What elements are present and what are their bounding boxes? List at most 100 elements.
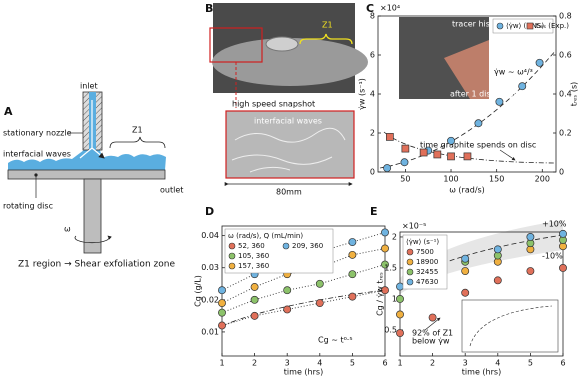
data-point [396,310,404,319]
data-point [493,276,502,285]
data-point [315,299,324,307]
x-tick-label: 1 [219,359,224,368]
series-line [221,289,386,326]
x-axis-label: time (hrs) [462,368,501,376]
y-tick-label: 0.5 [384,325,397,334]
legend-label: 105, 360 [238,252,269,260]
y-tick-label: 2 [392,232,397,241]
y2-tick-label: 0 [559,168,564,177]
data-point [461,254,470,263]
data-point [218,299,226,307]
data-point [559,229,567,238]
y-tick-label: 6 [370,51,375,60]
legend-label: ⟨γ̇w⟩ (DNS) [506,22,544,30]
panel-b: B Z1 high speed snapshot interfacial wav… [205,2,368,197]
legend-label: 32455 [416,268,438,276]
annotation: after 1 disc rotation [450,90,529,99]
z1-brace [299,33,353,45]
chart: E ×10⁻⁵ 1 2 3 4 5 6 0.5 1 1.5 2 time (hrs) Cg / γ̇w t… [370,205,567,376]
z1-label: Z1 [322,21,333,30]
panel-label: B [205,2,213,15]
tracer-sector [444,40,489,99]
data-point [250,283,259,291]
series-line [221,231,386,291]
data-point [386,133,394,141]
shaft [83,178,102,254]
data-point [218,286,226,295]
waves-label: interfacial waves [254,117,322,126]
y-axis-label: Cg (g/L) [194,275,203,307]
data-point [396,329,404,338]
data-point [383,164,392,173]
data-point [428,313,437,322]
annotation: γ̇w ~ ω⁴/³ [494,68,533,77]
data-point [218,308,226,317]
legend-title: ⟨γ̇w⟩ (s⁻¹) [406,238,439,246]
data-point [401,144,410,153]
y-tick-label: 0.03 [201,263,219,272]
data-point [526,233,535,241]
legend-label: 18900 [416,258,438,266]
x-tick-label: 3 [285,359,290,368]
y-tick-label: 8 [370,12,375,21]
annotation: 92% of Z1 [412,329,453,338]
data-point [381,244,389,253]
y2-tick-label: 0.8 [559,12,572,21]
x-tick-label: 1 [397,359,402,368]
legend-marker [406,258,414,266]
data-point [400,158,409,167]
plot-frame [399,231,564,357]
caption: Z1 region → Shear exfoliation zone [18,260,175,270]
axis-multiplier: ×10⁴ [380,4,400,13]
data-point [447,152,455,161]
legend-marker [228,242,236,250]
x-axis-label: time (hrs) [284,368,323,376]
legend-marker [526,22,534,30]
x-tick-label: 50 [400,175,410,184]
legend-marker [406,248,414,256]
legend-marker [406,278,414,286]
data-point [463,152,472,161]
legend-label: tᵣₑₛ (Exp.) [536,22,569,30]
legend-marker [228,252,236,260]
y-tick-label: 0.01 [201,327,219,336]
x-tick-label: 200 [535,175,550,184]
panel-label: A [4,105,13,118]
x-tick-label: 3 [463,359,468,368]
legend-label: 7500 [416,248,434,256]
panel-a: A inlet stationary nozzle interfacial wa… [3,82,183,270]
fit-curve [399,234,564,287]
outlet-label: outlet [160,186,183,195]
legend-marker [228,262,236,270]
x-tick-label: 4 [495,359,500,368]
photo-disc [212,38,368,86]
data-point [495,97,504,106]
fit-curve [383,131,557,164]
annotation: below γ̇w [412,337,450,346]
x-tick-label: 5 [350,359,355,368]
data-point [381,286,389,295]
legend-label: 52, 360 [238,242,265,250]
nozzle-label: stationary nozzle [3,129,72,138]
legend-label: 47630 [416,278,438,286]
data-point [461,267,470,276]
x-tick-label: 6 [382,359,387,368]
axis-multiplier: ×10⁻⁵ [402,222,426,231]
y-tick-label: 0.04 [201,231,219,240]
photo-hub [265,36,299,52]
data-point [447,136,455,145]
disc-label: rotating disc [3,202,53,211]
data-point [526,267,535,276]
x-tick-label: 5 [528,359,533,368]
y-tick-label: 2 [370,129,375,138]
z1-label: Z1 [132,126,143,135]
y-tick-label: 0.02 [201,295,219,304]
legend-marker [496,22,504,30]
y-tick-label: 0 [370,168,375,177]
data-point [381,228,389,237]
legend-label: 157, 360 [238,262,269,270]
x-tick-label: 4 [317,359,322,368]
panel-label: C [366,2,374,15]
data-point [474,119,483,128]
data-point [250,311,259,320]
